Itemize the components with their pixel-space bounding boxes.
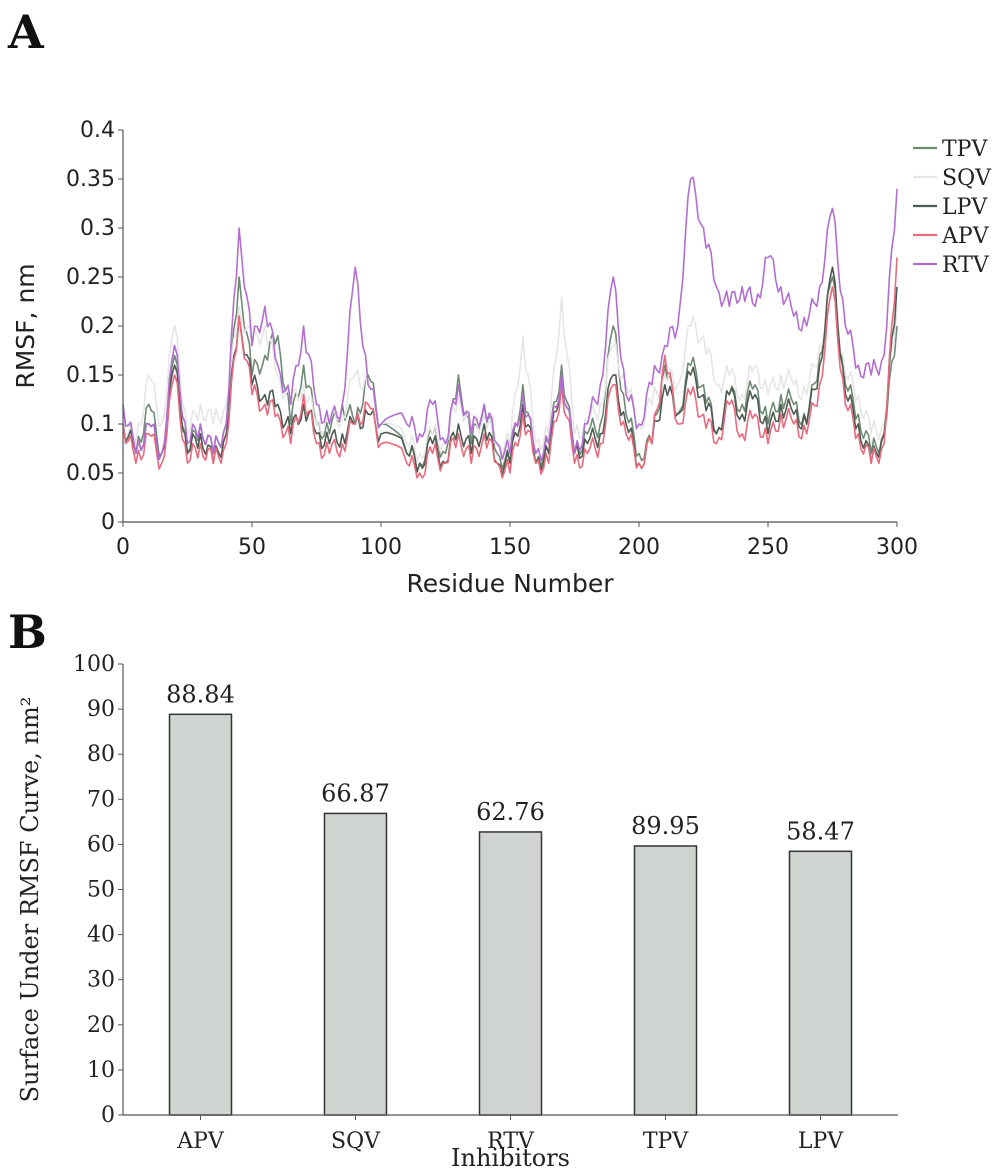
x-tick-label: 300 (876, 535, 918, 560)
bar-value-label: 58.47 (786, 817, 855, 845)
y-tick-label: 60 (87, 832, 115, 857)
y-tick-label: 0 (101, 510, 115, 535)
legend-label-lpv: LPV (942, 195, 988, 220)
panel-b-letter: B (8, 605, 47, 659)
y-tick-label: 0.05 (66, 461, 115, 486)
y-tick-label: 0.15 (66, 363, 115, 388)
category-label: TPV (643, 1129, 689, 1154)
bar-lpv (788, 850, 853, 1116)
x-tick-label: 250 (747, 535, 789, 560)
legend-label-rtv: RTV (942, 253, 990, 278)
line-chart-legend: TPV SQV LPV APV RTV (913, 137, 992, 278)
series-line-rtv (122, 176, 898, 462)
x-tick-label: 100 (360, 535, 402, 560)
bar-value-label: 62.76 (476, 798, 545, 826)
bar-rtv (478, 831, 543, 1116)
y-tick-label: 20 (87, 1013, 115, 1038)
category-label: SQV (331, 1129, 381, 1154)
y-tick-label: 80 (87, 742, 115, 767)
legend-label-tpv: TPV (942, 137, 988, 162)
rmsf-line-chart: 0 50 100 150 200 250 300 0 0.05 0.1 0.15 0.2 0.25 0.3… (11, 118, 992, 598)
x-tick-label: 150 (489, 535, 531, 560)
y-tick-label: 0.3 (80, 216, 115, 241)
y-tick-label: 100 (73, 652, 115, 677)
bar-y-axis-title: Surface Under RMSF Curve, nm² (16, 697, 44, 1103)
y-tick-label: 0.35 (66, 167, 115, 192)
bar-group: 88.84 66.87 62.76 89.95 58.47 (166, 680, 855, 1116)
y-tick-label: 90 (87, 697, 115, 722)
bar-value-label: 66.87 (321, 779, 390, 807)
y-axis-title: RMSF, nm (11, 263, 40, 388)
y-tick-label: 70 (87, 787, 115, 812)
category-label: RTV (487, 1129, 535, 1154)
y-tick-label: 30 (87, 968, 115, 993)
bar-chart-ticks: APV SQV RTV TPV LPV 0 10 20 30 40 50 60 70 80 90 100 (73, 652, 844, 1154)
bar-x-axis-title: Inhibitors (451, 1144, 570, 1172)
surface-bar-chart: 88.84 66.87 62.76 89.95 58.47 APV SQV RTV TPV LP… (16, 652, 898, 1172)
x-tick-label: 50 (238, 535, 266, 560)
bar-value-label: 88.84 (166, 680, 235, 708)
y-tick-label: 0.1 (80, 412, 115, 437)
line-series-group (122, 176, 898, 479)
y-tick-label: 0 (101, 1103, 115, 1128)
bar-value-label: 89.95 (631, 812, 700, 840)
bar-apv (168, 713, 233, 1116)
x-tick-label: 200 (618, 535, 660, 560)
x-axis-title: Residue Number (406, 569, 614, 598)
category-label: APV (176, 1129, 225, 1154)
line-chart-ticks: 0 50 100 150 200 250 300 0 0.05 0.1 0.15 0.2 0.25 0.3… (66, 118, 918, 560)
legend-label-apv: APV (941, 224, 990, 249)
y-tick-label: 0.2 (80, 314, 115, 339)
y-tick-label: 0.25 (66, 265, 115, 290)
y-tick-label: 0.4 (80, 118, 115, 143)
bar-tpv (633, 845, 698, 1116)
panel-a-letter: A (7, 5, 45, 59)
series-line-lpv (122, 266, 898, 476)
x-tick-label: 0 (116, 535, 130, 560)
y-tick-label: 10 (87, 1058, 115, 1083)
category-label: LPV (798, 1129, 844, 1154)
legend-label-sqv: SQV (942, 166, 992, 191)
y-tick-label: 40 (87, 923, 115, 948)
bar-sqv (323, 812, 388, 1116)
y-tick-label: 50 (87, 878, 115, 903)
series-line-apv (122, 257, 898, 479)
series-line-sqv (122, 286, 898, 463)
